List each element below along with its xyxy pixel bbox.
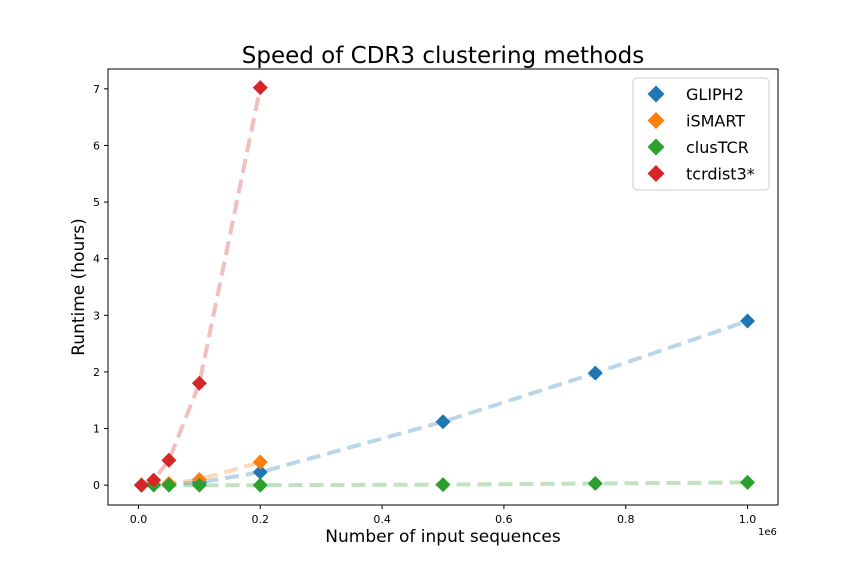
legend-box — [632, 77, 770, 191]
data-point-clustcr — [191, 477, 207, 493]
y-tick-label: 2 — [93, 366, 100, 379]
y-tick-label: 6 — [93, 139, 100, 152]
legend-label-tcrdist3: tcrdist3* — [686, 165, 755, 184]
y-tick-label: 1 — [93, 423, 100, 436]
legend-marker-gliph2 — [647, 85, 665, 103]
data-point-clustcr — [587, 475, 603, 491]
x-axis: 0.0 0.2 0.4 0.6 0.8 1.0 — [130, 505, 757, 526]
data-point-gliph2 — [740, 313, 756, 329]
x-tick-label: 0.4 — [373, 513, 391, 526]
y-tick-label: 0 — [93, 479, 100, 492]
x-tick-label: 0.6 — [495, 513, 513, 526]
data-point-tcrdist3 — [134, 477, 149, 493]
data-point-clustcr — [740, 474, 756, 490]
data-point-ismart — [252, 454, 268, 470]
legend-label-ismart: iSMART — [686, 112, 745, 131]
legend-marker-clustcr — [647, 138, 665, 156]
x-tick-label: 0.0 — [130, 513, 148, 526]
data-point-gliph2 — [252, 464, 268, 480]
chart-title: Speed of CDR3 clustering methods — [242, 43, 645, 69]
data-point-tcrdist3 — [252, 80, 268, 96]
data-point-clustcr — [435, 477, 451, 493]
legend-label-gliph2: GLIPH2 — [686, 85, 744, 104]
series-line-gliph2 — [141, 319, 749, 488]
x-axis-label: Number of input sequences — [325, 527, 561, 547]
data-point-gliph2 — [587, 365, 603, 381]
data-point-tcrdist3 — [161, 452, 177, 468]
series-line-clustcr — [141, 480, 748, 488]
data-point-gliph2 — [435, 414, 451, 430]
plot-area-frame — [107, 68, 779, 506]
series-markers — [134, 80, 756, 493]
y-axis-label: Runtime (hours) — [69, 218, 89, 355]
y-axis: 0 1 2 3 4 5 6 7 — [93, 83, 108, 492]
data-point-tcrdist3 — [191, 375, 207, 391]
x-tick-label: 0.8 — [617, 513, 635, 526]
legend-marker-ismart — [647, 112, 665, 129]
data-point-tcrdist3 — [146, 472, 162, 488]
x-tick-label: 1.0 — [739, 513, 757, 526]
y-tick-label: 7 — [93, 83, 100, 96]
x-tick-label: 0.2 — [252, 513, 270, 526]
data-point-clustcr — [252, 477, 268, 493]
legend: GLIPH2 iSMART clusTCR tcrdist3* — [632, 77, 770, 191]
data-point-clustcr — [161, 477, 177, 493]
y-tick-label: 3 — [93, 309, 100, 322]
y-tick-label: 4 — [93, 253, 100, 266]
legend-label-clustcr: clusTCR — [686, 138, 749, 157]
legend-marker-tcrdist3 — [647, 165, 665, 182]
y-tick-label: 5 — [93, 196, 100, 209]
x-axis-offset-label: 1e6 — [758, 527, 777, 538]
